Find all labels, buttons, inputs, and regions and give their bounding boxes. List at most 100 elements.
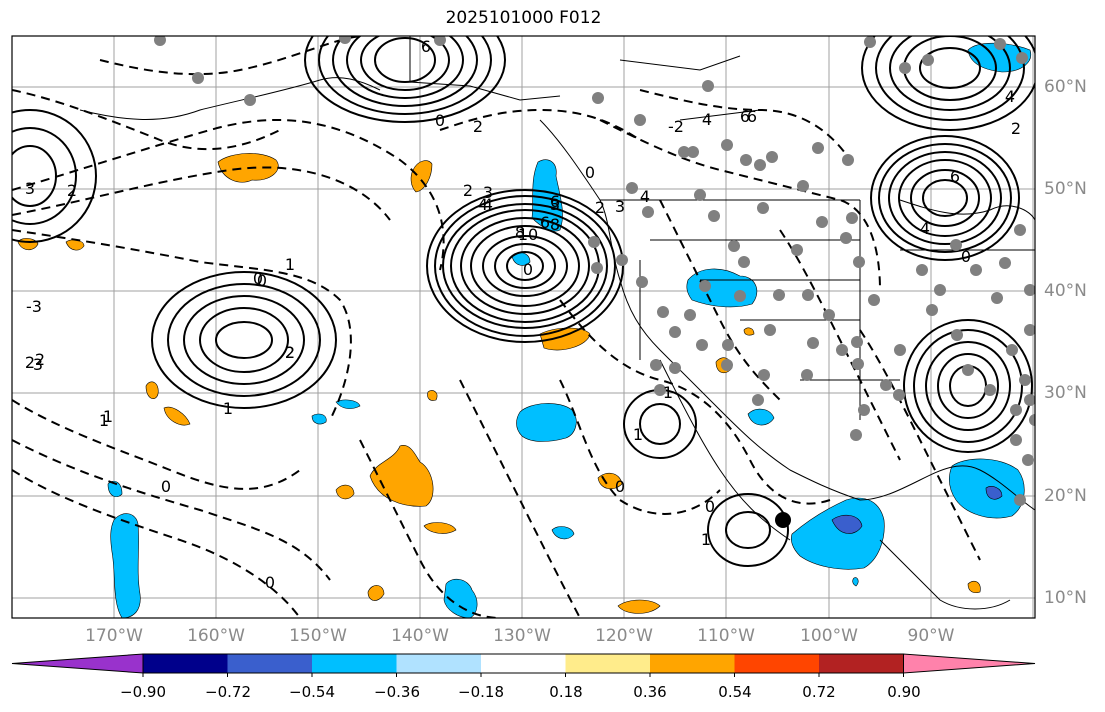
station-marker <box>591 262 603 274</box>
station-marker <box>687 146 699 158</box>
station-marker <box>434 36 446 46</box>
lat-label: 30°N <box>1044 383 1087 403</box>
contour-line <box>878 143 1012 253</box>
station-marker <box>721 139 733 151</box>
contour-line <box>470 225 580 307</box>
contour-line <box>888 151 1002 245</box>
contour-line <box>183 295 305 385</box>
station-marker <box>984 384 996 396</box>
colorbar-swatch <box>143 654 228 673</box>
contour-label: 2 <box>473 117 483 136</box>
station-marker <box>154 36 166 46</box>
station-marker <box>934 284 946 296</box>
station-marker <box>592 92 604 104</box>
contour-label: 6 <box>740 107 750 126</box>
colorbar-extend-min <box>11 653 144 674</box>
contour-line <box>922 179 968 217</box>
colorbar-tick-label: 0.18 <box>549 683 583 701</box>
colorbar-swatch <box>481 654 566 673</box>
contour-line <box>346 36 464 99</box>
station-marker <box>758 369 770 381</box>
station-marker <box>823 309 835 321</box>
station-marker <box>754 159 766 171</box>
contour-line <box>870 135 1020 261</box>
station-marker <box>1022 454 1034 466</box>
contour-label: 1 <box>223 399 233 418</box>
colorbar-outline <box>142 653 904 674</box>
contour-label: 1 <box>663 383 673 402</box>
shade-region <box>163 406 191 426</box>
contour-line <box>910 169 980 227</box>
lon-label: 90°W <box>907 626 955 646</box>
contour-line <box>332 36 478 107</box>
contour-line <box>12 109 97 243</box>
station-marker <box>951 329 963 341</box>
station-marker <box>722 339 734 351</box>
colorbar-swatch <box>565 654 650 673</box>
station-marker <box>669 362 681 374</box>
colorbar-swatch <box>227 654 312 673</box>
contour-line <box>12 89 281 151</box>
station-marker <box>893 389 905 401</box>
shade-region <box>747 408 775 426</box>
station-marker <box>791 244 803 256</box>
station-marker <box>678 146 690 158</box>
contour-line <box>919 47 981 89</box>
contour-label: 4 <box>1005 87 1015 106</box>
contour-label: 2 <box>67 181 77 200</box>
contour-label: 2 <box>595 198 605 217</box>
contour-line <box>599 119 881 291</box>
contour-label: 1 <box>103 407 113 426</box>
shade-region <box>367 585 385 601</box>
contour-line <box>460 217 590 315</box>
colorbar-tick-label: −0.90 <box>120 683 166 701</box>
lat-label: 20°N <box>1044 486 1087 506</box>
station-marker <box>994 38 1006 50</box>
shade-region <box>369 444 434 507</box>
shade-region <box>617 599 661 614</box>
contour-line <box>12 439 331 581</box>
station-marker <box>894 344 906 356</box>
station-marker <box>1019 374 1031 386</box>
contour-label: 4 <box>920 219 930 238</box>
map-frame <box>11 35 1036 619</box>
colorbar-tick-label: −0.18 <box>458 683 504 701</box>
contour-line <box>374 37 436 83</box>
shade-region <box>427 390 438 401</box>
contour-label: 6 <box>540 213 550 232</box>
contour-label: 6 <box>747 107 757 126</box>
station-marker <box>836 344 848 356</box>
station-marker <box>696 339 708 351</box>
contour-line <box>913 329 1023 443</box>
contour-line <box>937 353 999 419</box>
contour-label: 8 <box>550 215 560 234</box>
station-marker <box>1029 414 1035 426</box>
colorbar-tick-label: 0.54 <box>718 683 752 701</box>
lat-label: 50°N <box>1044 179 1087 199</box>
contour-label: 2 <box>1011 119 1021 138</box>
station-marker <box>991 292 1003 304</box>
map-title: 2025101000 F012 <box>445 8 602 28</box>
contour-label: 6 <box>421 37 431 56</box>
contour-label: 0 <box>615 477 625 496</box>
colorbar-swatch <box>312 654 397 673</box>
contour-line <box>779 229 901 461</box>
contour-label: 0 <box>257 271 267 290</box>
contour-line <box>482 235 568 297</box>
contour-line <box>494 243 556 289</box>
contour-label: 0 <box>253 269 263 288</box>
station-marker <box>636 276 648 288</box>
station-marker <box>1016 52 1028 64</box>
storm-center-marker <box>775 512 791 528</box>
contour-line <box>859 329 981 561</box>
contour-label: 0 <box>705 497 715 516</box>
station-marker <box>650 359 662 371</box>
station-marker <box>899 62 911 74</box>
shade-region <box>985 486 1003 500</box>
contour-label: 3 <box>25 179 35 198</box>
station-marker <box>926 304 938 316</box>
station-markers <box>154 36 1035 506</box>
station-marker <box>694 189 706 201</box>
contour-line <box>167 283 321 397</box>
